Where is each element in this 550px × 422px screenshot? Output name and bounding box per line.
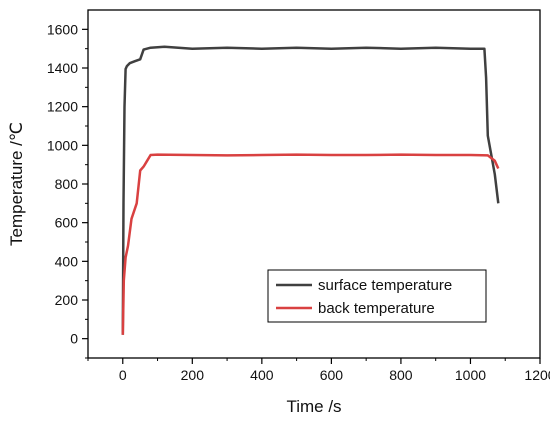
x-tick-label: 400	[250, 367, 274, 383]
x-tick-label: 0	[119, 367, 127, 383]
plot-frame	[87, 9, 541, 359]
legend: surface temperature back temperature	[267, 269, 487, 323]
x-tick-label: 600	[320, 367, 344, 383]
y-axis-title: Temperature /℃	[7, 122, 26, 246]
legend-label-surface: surface temperature	[318, 277, 452, 294]
y-tick-label: 1000	[47, 137, 78, 153]
series-line-back	[121, 153, 500, 335]
y-tick-label: 1400	[47, 60, 78, 76]
y-tick-label: 1200	[47, 99, 78, 115]
legend-box	[267, 269, 487, 323]
y-tick-label: 200	[55, 292, 79, 308]
x-axis-title: Time /s	[286, 397, 341, 416]
x-tick-label: 200	[181, 367, 205, 383]
y-tick-label: 400	[55, 253, 79, 269]
legend-label-back: back temperature	[318, 300, 435, 317]
x-tick-label: 1000	[455, 367, 486, 383]
y-tick-label: 800	[55, 176, 79, 192]
y-tick-label: 0	[70, 331, 78, 347]
y-tick-label: 600	[55, 215, 79, 231]
lines-layer	[121, 45, 500, 335]
x-tick-label: 1200	[524, 367, 550, 383]
y-tick-label: 1600	[47, 21, 78, 37]
ticks-layer: 0 200 400 600 800 1000 1200 0 200 400 600 800 1000 12…	[47, 21, 550, 383]
series-line-surface	[121, 45, 500, 335]
x-tick-label: 800	[389, 367, 413, 383]
